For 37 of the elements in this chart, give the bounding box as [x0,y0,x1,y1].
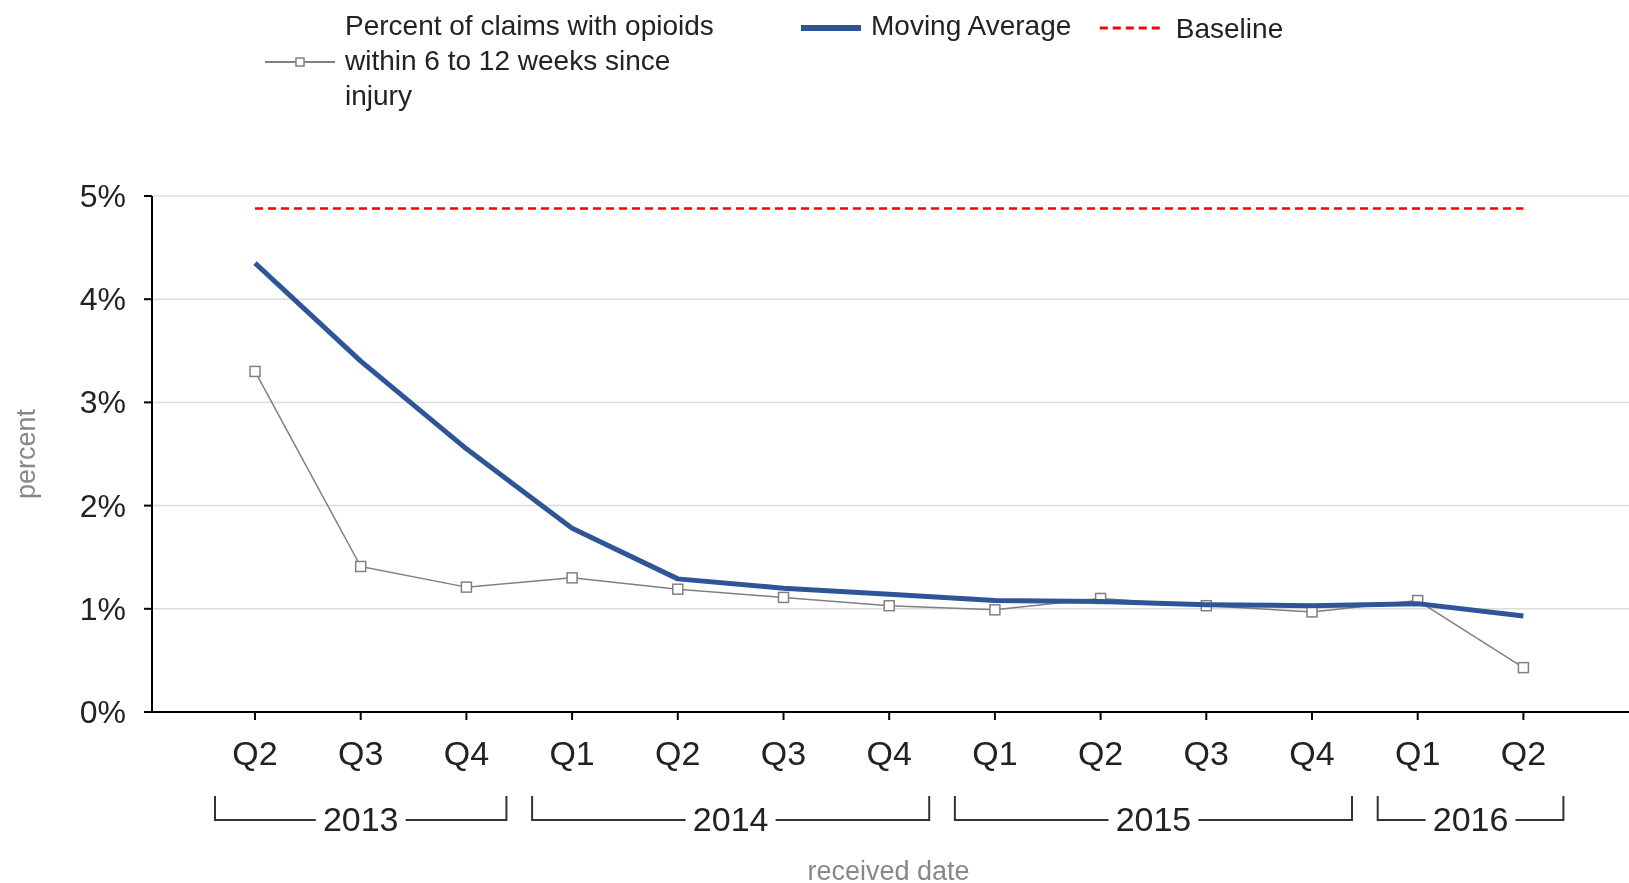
point [672,583,684,595]
x-tick-label: Q4 [443,734,490,772]
y-tick-label: 2% [79,487,126,524]
point [777,591,790,604]
x-tick-label: Q1 [549,734,595,772]
text: 2013 [322,800,399,838]
text: 2016 [1432,800,1509,838]
text: 2015 [1115,800,1192,838]
point [883,599,895,612]
legend-label: Percent of claims with opioids within 6 to 12 weeks since injury [344,10,714,111]
text: 2014 [692,800,769,838]
x-tick-label: Q4 [866,734,912,772]
y-tick-label: 1% [79,590,126,627]
x-tick-label: Q2 [232,734,278,772]
point [1517,661,1530,674]
x-tick-label: Q3 [1183,734,1229,772]
x-axis-title: received date [807,856,970,883]
y-tick-label: 5% [79,178,126,214]
legend-label: Moving Average [871,10,1072,41]
x-tick-label: Q4 [1289,734,1335,772]
y-tick-label: 0% [79,694,126,730]
x-tick-label: Q2 [655,734,701,772]
point [354,560,367,573]
y-axis-title: percent [11,408,41,500]
point [249,365,261,378]
y-tick-label: 4% [79,281,126,318]
x-tick-label: Q2 [1500,734,1547,772]
point [989,604,1001,616]
legend-label: Baseline [1175,13,1284,44]
x-tick-label: Q1 [972,734,1018,772]
x-tick-label: Q2 [1077,734,1124,772]
point [566,572,578,584]
x-tick-label: Q3 [760,734,807,772]
x-tick-label: Q1 [1395,734,1441,772]
y-tick-label: 3% [79,384,126,421]
x-tick-label: Q3 [338,734,384,772]
point [460,581,473,593]
